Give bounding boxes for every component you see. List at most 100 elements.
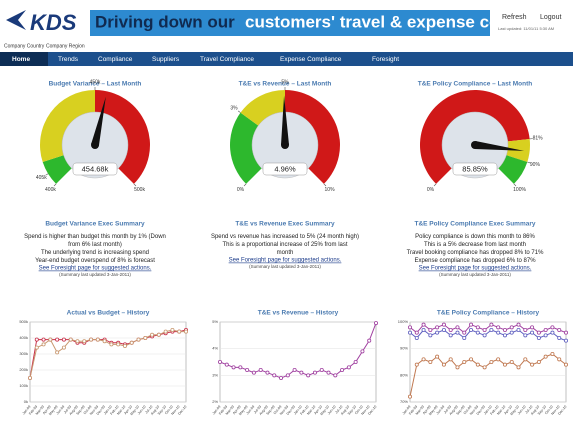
gauge-tick-label: 500k (134, 187, 145, 193)
series-point (415, 336, 418, 339)
gauge-tick-label: 405k (36, 175, 47, 181)
summary-link[interactable]: See Foresight page for suggested actions… (229, 258, 342, 264)
series-point (456, 366, 459, 369)
nav-item[interactable]: Expense Compliance (280, 56, 342, 63)
series-point (49, 338, 52, 341)
series-point (564, 363, 567, 366)
summary-title: T&E vs Revenue Exec Summary (235, 221, 335, 228)
series-point (62, 346, 65, 349)
summary-updated: (Summary last updated 3-Jan-2011) (59, 272, 131, 277)
gauge-value: 454.68k (82, 164, 109, 173)
series-point (320, 368, 323, 371)
gauge-hub (281, 141, 289, 149)
series-point (184, 330, 187, 333)
nav-item[interactable]: Suppliers (152, 56, 180, 63)
series-point (449, 328, 452, 331)
series-point (110, 343, 113, 346)
banner-text: Driving down our (95, 12, 235, 31)
series-point (69, 338, 72, 341)
series-point (429, 334, 432, 337)
series-point (483, 366, 486, 369)
series-point (35, 338, 38, 341)
gauge-tick-label: 5% (281, 79, 289, 85)
series-point (476, 331, 479, 334)
series-point (415, 363, 418, 366)
series-point (544, 334, 547, 337)
series-point (469, 328, 472, 331)
series-point (273, 374, 276, 377)
series-point (42, 343, 45, 346)
series-point (164, 330, 167, 333)
summary-title: Budget Variance Exec Summary (45, 221, 145, 228)
summary-link[interactable]: See Foresight page for suggested actions… (39, 266, 152, 272)
filter[interactable]: Company Country (4, 43, 45, 49)
nav-item[interactable]: Foresight (372, 56, 399, 63)
filter[interactable]: Company Region (46, 43, 85, 49)
series-point (517, 366, 520, 369)
series-point (35, 346, 38, 349)
chart-title: T&E Policy Compliance – History (437, 310, 540, 317)
series-point (476, 326, 479, 329)
series-point (246, 368, 249, 371)
y-tick-label: 300k (19, 351, 28, 356)
series-point (449, 358, 452, 361)
gauge-hub (471, 141, 479, 149)
gauge-value: 4.96% (274, 164, 296, 173)
nav-item[interactable]: Trends (58, 56, 79, 63)
y-tick-label: 4% (212, 346, 218, 351)
series-point (510, 360, 513, 363)
series-point (422, 323, 425, 326)
summary-link[interactable]: See Foresight page for suggested actions… (419, 266, 532, 272)
series-point (551, 331, 554, 334)
last-update: Last updated: 11/01/11 5:30 AM (498, 26, 554, 31)
series-point (144, 336, 147, 339)
series-point (327, 371, 330, 374)
summary-line: Spend vs revenue has increased to 5% (24… (211, 234, 359, 240)
series-point (564, 331, 567, 334)
series-point (374, 321, 377, 324)
logout[interactable]: Logout (540, 14, 561, 21)
nav-item[interactable]: Compliance (98, 56, 133, 63)
y-tick-label: 80% (400, 372, 408, 377)
series-point (408, 331, 411, 334)
series-point (76, 340, 79, 343)
series-point (408, 326, 411, 329)
series-point (510, 331, 513, 334)
series-point (530, 326, 533, 329)
series-point (429, 360, 432, 363)
series-point (544, 355, 547, 358)
series-point (503, 328, 506, 331)
series-point (503, 334, 506, 337)
series-point (558, 328, 561, 331)
series-point (83, 340, 86, 343)
series-point (517, 323, 520, 326)
series-point (490, 328, 493, 331)
series-point (368, 339, 371, 342)
nav-item[interactable]: Home (12, 56, 30, 63)
banner-text: customers' travel & expense costs (245, 12, 524, 31)
series-point (483, 328, 486, 331)
content: Home Trends Compliance Suppliers Travel Comp… (12, 56, 568, 416)
series-point (361, 350, 364, 353)
summary-line: Policy compliance is down this month to … (415, 234, 535, 240)
series-point (551, 326, 554, 329)
series-point (56, 351, 59, 354)
series-point (313, 371, 316, 374)
nav-item[interactable]: Travel Compliance (200, 56, 254, 63)
refresh[interactable]: Refresh (502, 14, 527, 21)
dashboard: KDS Driving down our customers' travel &… (0, 0, 573, 434)
series-point (117, 343, 120, 346)
series-point (408, 395, 411, 398)
series-point (171, 328, 174, 331)
series-point (537, 336, 540, 339)
gauge-tick-label: 400k (45, 187, 56, 193)
y-tick-label: 90% (400, 346, 408, 351)
summary-line: The underlying trend is increasing spend (41, 250, 149, 256)
series-point (422, 328, 425, 331)
series-point (436, 355, 439, 358)
series-point (103, 340, 106, 343)
summary-updated: (Summary last updated 3-Jan-2011) (439, 272, 511, 277)
series-point (89, 338, 92, 341)
series-point (456, 331, 459, 334)
gauge-title: T&E Policy Compliance – Last Month (418, 81, 533, 88)
